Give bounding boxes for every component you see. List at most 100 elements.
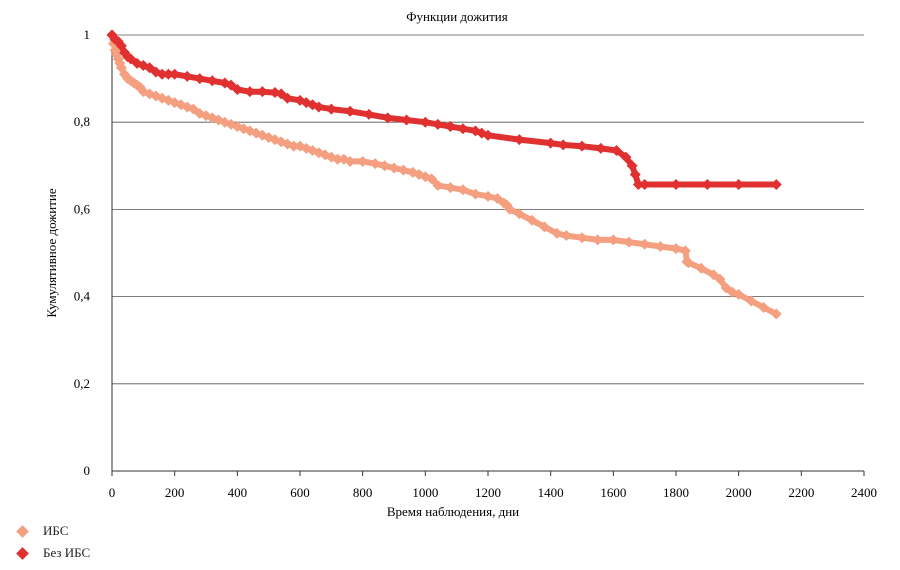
data-point: [344, 105, 356, 117]
data-point: [620, 151, 632, 163]
series-group: [106, 29, 782, 320]
x-tick-label: 1600: [600, 485, 626, 500]
y-tick-label: 0,4: [74, 289, 91, 304]
data-point: [457, 123, 469, 135]
data-point: [112, 53, 124, 65]
data-point: [695, 262, 707, 274]
x-tick-label: 600: [290, 485, 310, 500]
data-point: [714, 273, 726, 285]
legend-item-ibs: ИБС: [16, 520, 90, 542]
x-tick-label: 1800: [663, 485, 689, 500]
data-point: [639, 238, 651, 250]
data-point: [513, 134, 525, 146]
x-tick-label: 2200: [788, 485, 814, 500]
data-point: [344, 155, 356, 167]
y-tick-label: 0,2: [74, 376, 90, 391]
data-point: [156, 68, 168, 80]
data-point: [469, 188, 481, 200]
y-tick-label: 0,6: [74, 201, 91, 216]
data-point: [125, 53, 137, 65]
x-axis-ticks: 0 200 400 600 800 1000 1200 1400 1600 1800 2000 220…: [109, 471, 877, 500]
x-tick-label: 2400: [851, 485, 877, 500]
data-point: [194, 73, 206, 85]
x-tick-label: 400: [228, 485, 248, 500]
data-point: [288, 140, 300, 152]
data-point: [401, 114, 413, 126]
data-point: [444, 182, 456, 194]
x-axis-label: Время наблюдения, дни: [387, 504, 519, 519]
data-point: [626, 160, 638, 172]
legend-item-no-ibs: Без ИБС: [16, 542, 91, 564]
data-point: [504, 203, 516, 215]
data-point: [679, 245, 691, 257]
data-point: [607, 234, 619, 246]
chart-title: Функции дожития: [406, 9, 508, 24]
y-tick-label: 0: [84, 463, 91, 478]
data-point: [162, 68, 174, 80]
series-no-ibs: [106, 29, 782, 191]
data-point: [654, 240, 666, 252]
data-point: [733, 288, 745, 300]
data-point: [332, 153, 344, 165]
x-tick-label: 0: [109, 485, 116, 500]
data-point: [382, 112, 394, 124]
data-point: [119, 68, 131, 80]
data-point: [363, 108, 375, 120]
data-point: [369, 158, 381, 170]
y-axis-label: Кумулятивное дожитие: [44, 188, 59, 317]
x-tick-label: 1400: [538, 485, 564, 500]
data-point: [701, 179, 713, 191]
data-point: [557, 139, 569, 151]
x-tick-label: 1200: [475, 485, 501, 500]
data-point: [281, 92, 293, 104]
data-point: [670, 243, 682, 255]
data-point: [560, 230, 572, 242]
x-tick-label: 2000: [726, 485, 752, 500]
data-point: [379, 160, 391, 172]
data-point: [592, 234, 604, 246]
data-point: [419, 116, 431, 128]
data-point: [538, 221, 550, 233]
legend-label-ibs: ИБС: [43, 523, 69, 538]
data-point: [181, 70, 193, 82]
data-point: [225, 118, 237, 130]
data-point: [357, 155, 369, 167]
series-line: [109, 32, 780, 188]
data-point: [169, 68, 181, 80]
y-axis-ticks: 0 0,2 0,4 0,6 0,8 1: [74, 27, 91, 478]
data-point: [244, 86, 256, 98]
data-point: [770, 308, 782, 320]
legend-marker-ibs: [16, 524, 29, 538]
legend-label-no-ibs: Без ИБС: [43, 545, 91, 560]
y-tick-label: 1: [84, 27, 91, 42]
data-point: [639, 179, 651, 191]
series-ibs: [106, 29, 782, 320]
data-point: [397, 164, 409, 176]
data-point: [313, 101, 325, 113]
data-point: [610, 145, 622, 157]
data-point: [526, 214, 538, 226]
data-point: [551, 227, 563, 239]
data-point: [758, 302, 770, 313]
y-tick-label: 0,8: [74, 114, 90, 129]
x-tick-label: 200: [165, 485, 185, 500]
data-point: [595, 142, 607, 154]
data-point: [482, 129, 494, 141]
data-point: [256, 86, 268, 98]
data-point: [325, 103, 337, 115]
x-tick-label: 800: [353, 485, 373, 500]
data-point: [513, 208, 525, 220]
data-point: [745, 295, 757, 307]
data-point: [231, 84, 243, 95]
data-point: [426, 173, 438, 185]
data-point: [545, 137, 557, 149]
axes: [111, 35, 864, 472]
data-point: [632, 179, 644, 191]
data-point: [670, 179, 682, 191]
x-tick-label: 1000: [412, 485, 438, 500]
data-point: [388, 162, 400, 174]
legend-marker-no-ibs: [16, 546, 29, 560]
data-point: [119, 46, 131, 58]
data-point: [457, 184, 469, 196]
